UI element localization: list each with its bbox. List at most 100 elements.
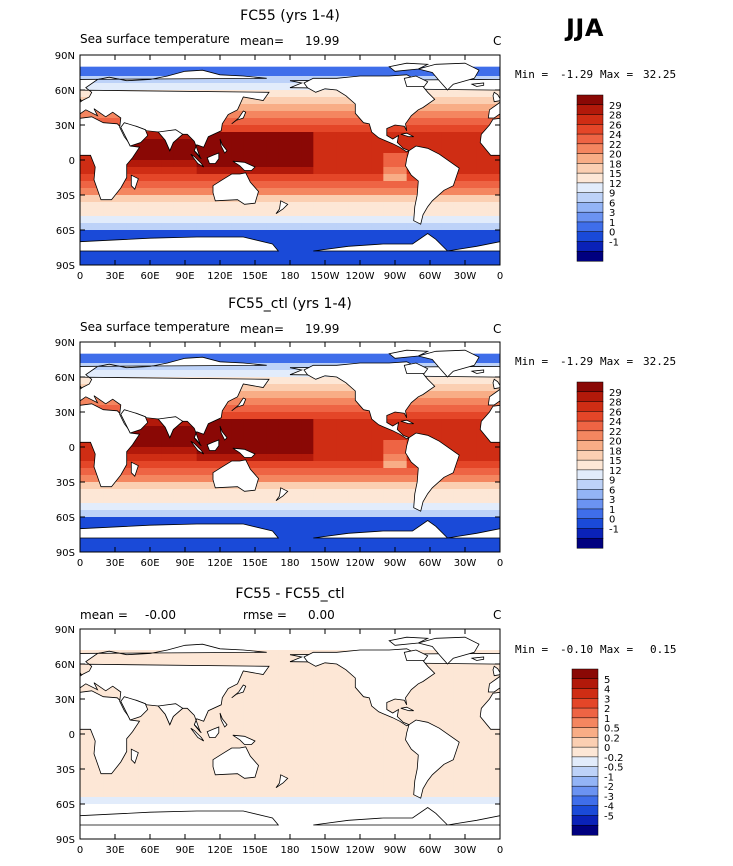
field-cell — [266, 405, 279, 413]
field-cell — [371, 755, 384, 763]
field-cell — [430, 377, 443, 385]
field-cell — [231, 510, 244, 518]
panel-3-min-value: -0.10 — [560, 643, 594, 656]
field-cell — [231, 223, 244, 231]
field-cell — [325, 419, 338, 427]
field-cell — [383, 69, 396, 77]
field-cell — [383, 139, 396, 147]
field-cell — [476, 188, 489, 196]
field-cell — [313, 790, 326, 798]
field-cell — [371, 433, 384, 441]
field-cell — [255, 832, 268, 839]
field-cell — [161, 538, 174, 546]
field-cell — [220, 363, 233, 371]
colorbar-label: 29 — [609, 388, 622, 399]
field-cell — [453, 251, 466, 259]
field-cell — [453, 419, 466, 427]
field-cell — [138, 447, 151, 455]
field-cell — [336, 398, 349, 406]
field-cell — [138, 762, 151, 770]
land-ellesmere — [388, 636, 430, 646]
field-cell — [313, 125, 326, 133]
field-cell — [266, 209, 279, 217]
field-cell — [220, 132, 233, 140]
field-cell — [290, 545, 303, 552]
field-cell — [441, 384, 454, 392]
field-cell — [91, 489, 104, 497]
field-cell — [325, 678, 338, 686]
lat-tick-label: 90N — [55, 338, 75, 349]
field-cell — [336, 692, 349, 700]
field-cell — [196, 727, 209, 735]
field-cell — [360, 426, 373, 434]
field-cell — [360, 496, 373, 504]
colorbar-label: 6 — [609, 198, 615, 209]
field-cell — [126, 517, 139, 525]
field-cell — [441, 664, 454, 672]
field-cell — [406, 468, 419, 476]
field-cell — [255, 825, 268, 833]
field-cell — [266, 83, 279, 91]
field-cell — [336, 195, 349, 203]
field-cell — [418, 356, 431, 364]
field-cell — [406, 188, 419, 196]
field-cell — [290, 503, 303, 511]
colorbar-label: 0 — [604, 743, 610, 754]
field-cell — [150, 545, 163, 552]
field-cell — [103, 258, 116, 265]
field-cell — [476, 97, 489, 105]
field-cell — [418, 104, 431, 112]
field-cell — [418, 825, 431, 833]
field-cell — [138, 475, 151, 483]
field-cell — [325, 489, 338, 497]
field-cell — [138, 83, 151, 91]
field-cell — [441, 202, 454, 210]
field-cell — [418, 713, 431, 721]
field-cell — [325, 146, 338, 154]
field-cell — [290, 223, 303, 231]
field-cell — [395, 69, 408, 77]
field-cell — [453, 377, 466, 385]
field-cell — [313, 468, 326, 476]
field-cell — [348, 440, 361, 448]
field-cell — [290, 769, 303, 777]
field-cell — [325, 699, 338, 707]
field-cell — [243, 146, 256, 154]
field-cell — [348, 713, 361, 721]
field-cell — [406, 643, 419, 651]
field-cell — [325, 202, 338, 210]
field-cell — [278, 811, 291, 819]
field-cell — [441, 188, 454, 196]
field-cell — [465, 517, 478, 525]
field-cell — [476, 468, 489, 476]
field-cell — [278, 447, 291, 455]
field-cell — [348, 776, 361, 784]
field-cell — [336, 223, 349, 231]
field-cell — [255, 363, 268, 371]
field-cell — [208, 167, 221, 175]
land-cuba — [400, 132, 414, 138]
field-cell — [243, 517, 256, 525]
field-cell — [476, 237, 489, 245]
field-cell — [208, 643, 221, 651]
field-cell — [406, 790, 419, 798]
field-cell — [255, 685, 268, 693]
field-cell — [266, 741, 279, 749]
field-cell — [91, 251, 104, 259]
field-cell — [161, 503, 174, 511]
field-cell — [173, 468, 186, 476]
field-cell — [231, 258, 244, 265]
field-cell — [383, 251, 396, 259]
field-cell — [126, 230, 139, 238]
field-cell — [255, 692, 268, 700]
field-cell — [301, 76, 314, 84]
field-cell — [325, 69, 338, 77]
field-cell — [255, 538, 268, 546]
field-cell — [348, 797, 361, 805]
field-cell — [243, 825, 256, 833]
field-cell — [138, 643, 151, 651]
field-cell — [301, 146, 314, 154]
field-cell — [290, 454, 303, 462]
colorbar-label: 20 — [609, 150, 622, 161]
field-cell — [465, 230, 478, 238]
